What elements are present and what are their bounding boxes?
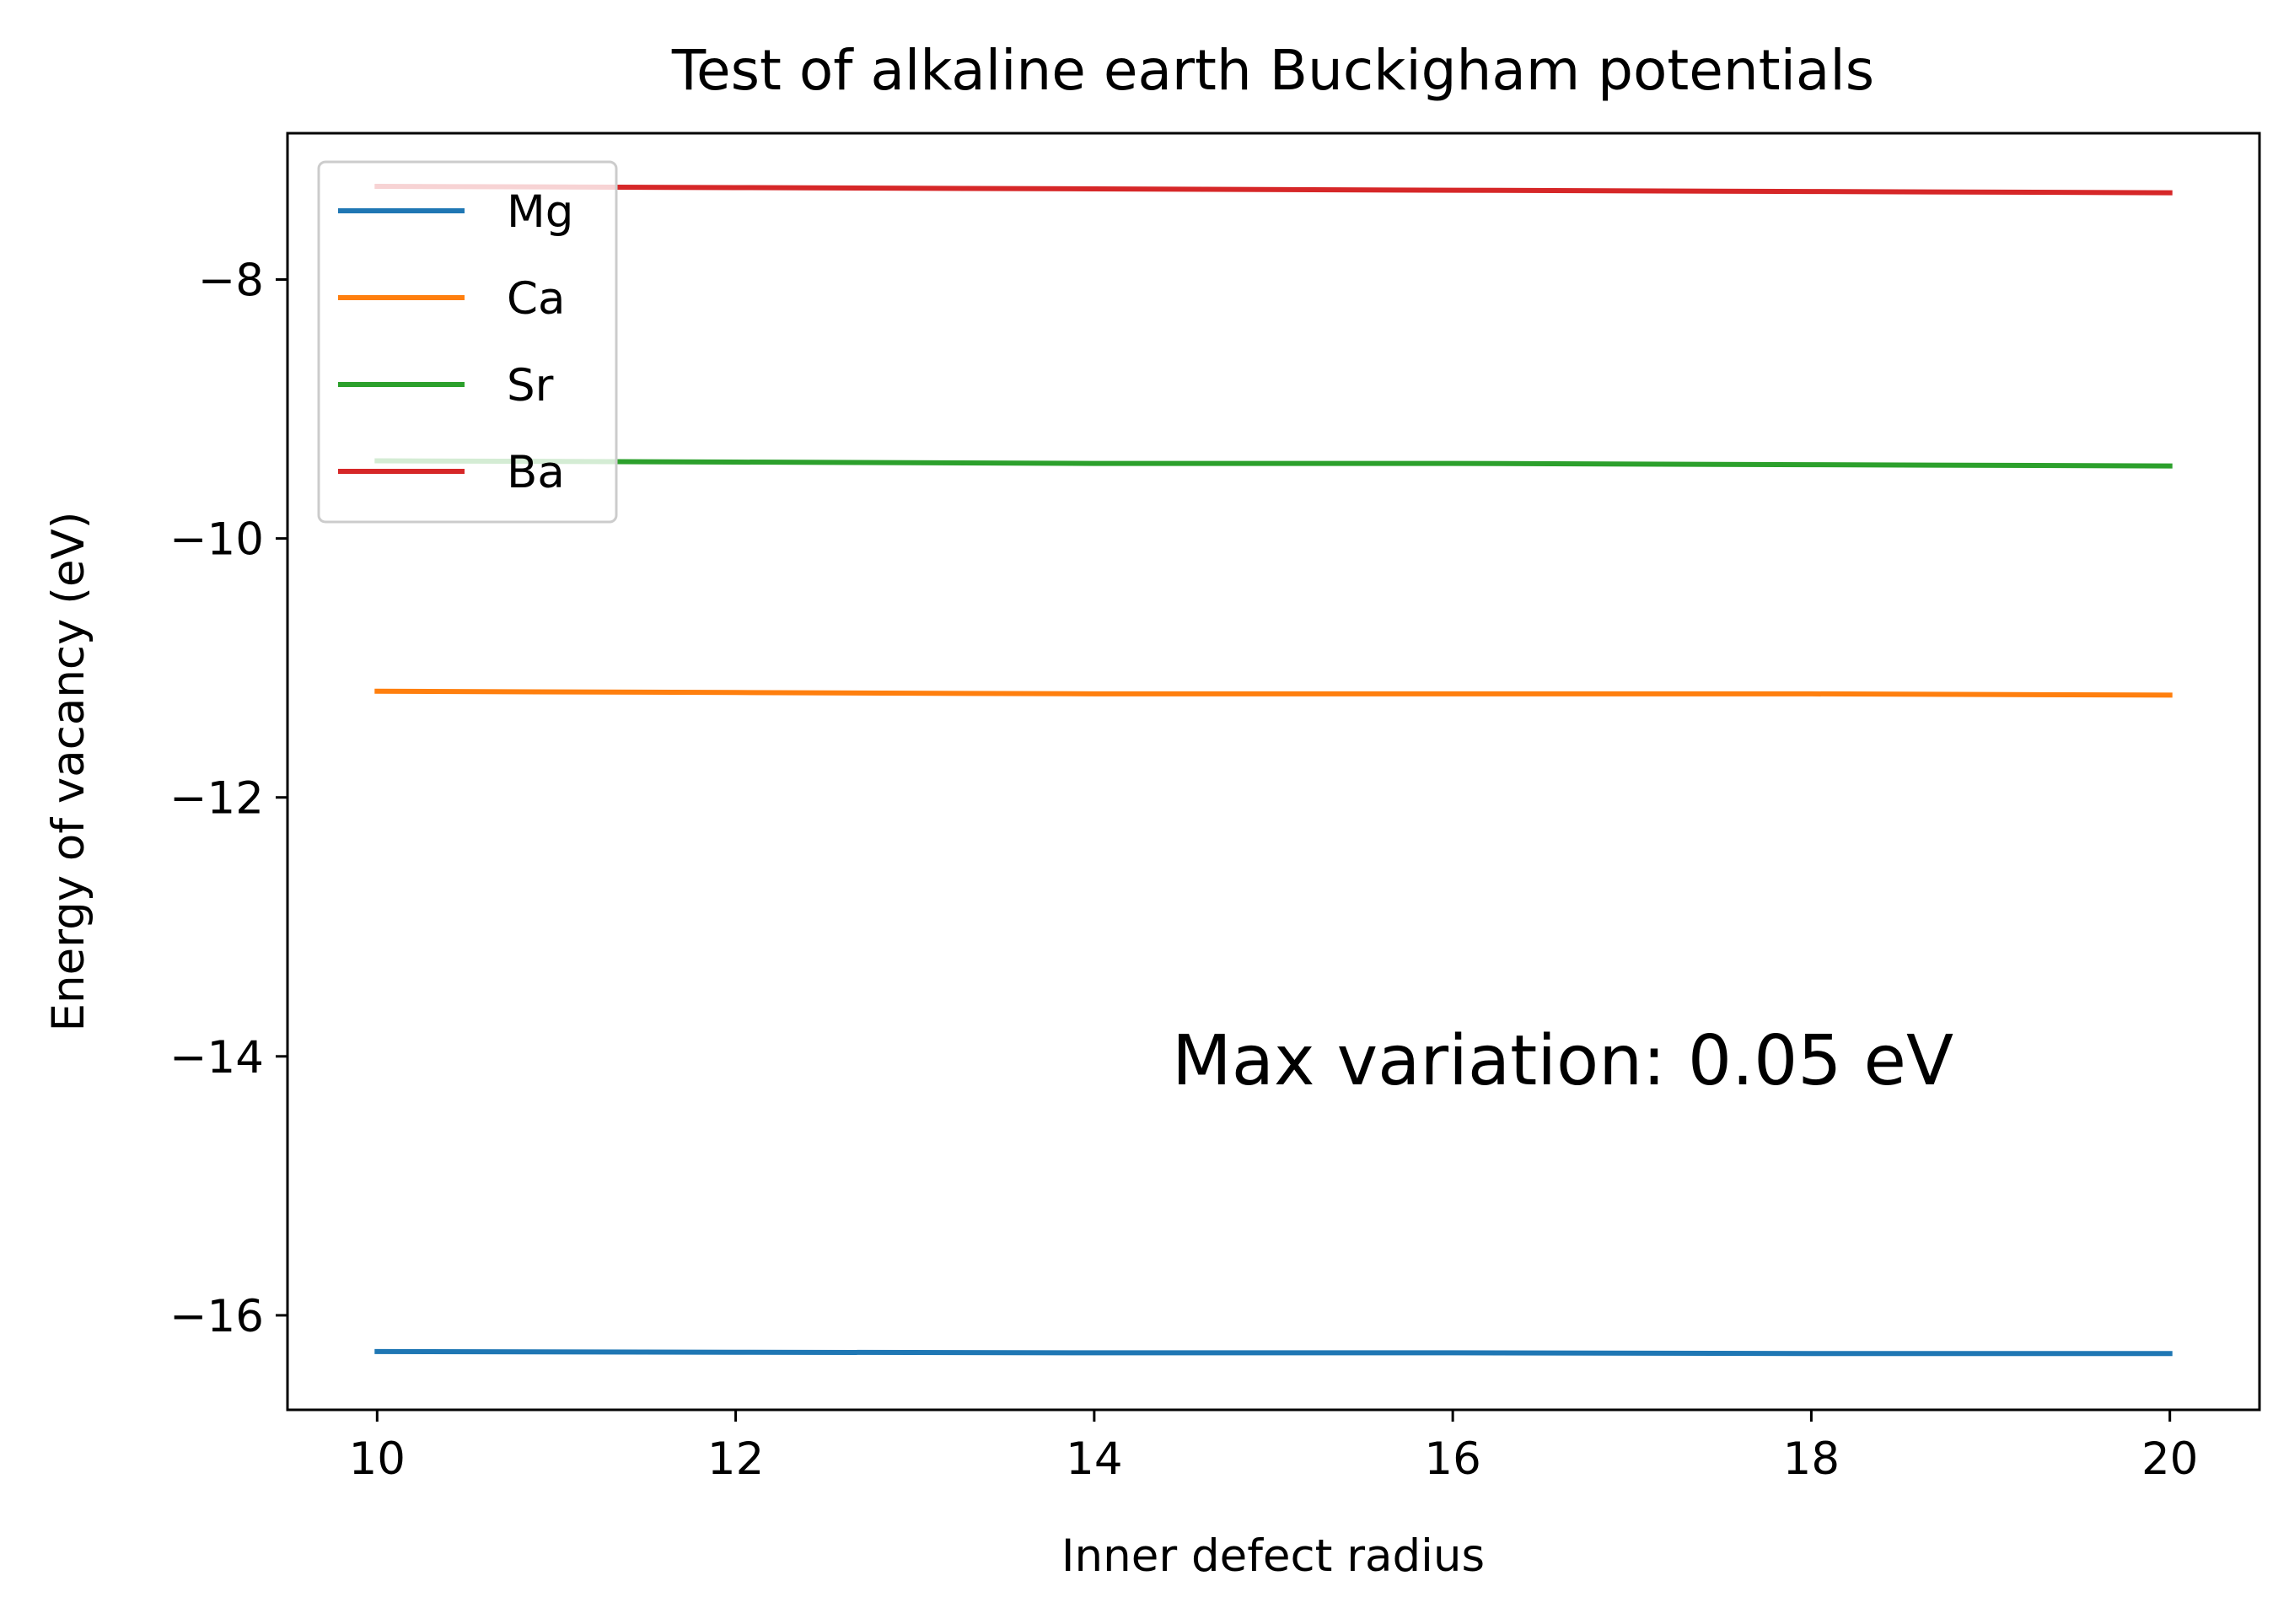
legend-label-mg: Mg [507, 186, 573, 238]
x-axis-label: Inner defect radius [1061, 1530, 1485, 1582]
legend-label-sr: Sr [507, 360, 554, 411]
y-tick-label: −14 [169, 1032, 264, 1084]
legend-label-ba: Ba [507, 447, 565, 498]
series-layer [374, 183, 2173, 1357]
y-tick-label: −12 [169, 773, 264, 825]
plot-frame [286, 132, 2261, 1412]
series-line-ca [374, 688, 2173, 698]
y-tick-label: −8 [198, 255, 264, 307]
x-tick-label: 18 [1783, 1433, 1840, 1485]
x-tick-label: 14 [1066, 1433, 1122, 1485]
legend-label-ca: Ca [507, 273, 566, 325]
x-tick-label: 16 [1424, 1433, 1480, 1485]
series-line-sr [374, 458, 2173, 469]
x-tick-label: 10 [349, 1433, 406, 1485]
chart-title: Test of alkaline earth Buckigham potenti… [671, 38, 1874, 103]
y-axis-label: Energy of vacancy (eV) [43, 512, 94, 1032]
x-axis-ticks: 10 12 14 16 18 20 [349, 1410, 2198, 1485]
legend-frame [317, 160, 618, 524]
x-tick-label: 12 [707, 1433, 764, 1485]
y-tick-label: −16 [169, 1291, 264, 1342]
y-tick-label: −10 [169, 514, 264, 566]
max-variation-annotation: Max variation: 0.05 eV [1172, 1021, 1953, 1101]
series-line-mg [374, 1348, 2173, 1357]
legend: Mg Ca Sr Ba [317, 160, 618, 524]
y-axis-ticks: −8 −10 −12 −14 −16 [169, 255, 287, 1342]
x-tick-label: 20 [2141, 1433, 2198, 1485]
legend-items: Mg Ca Sr Ba [338, 186, 573, 498]
series-line-ba [374, 183, 2173, 196]
